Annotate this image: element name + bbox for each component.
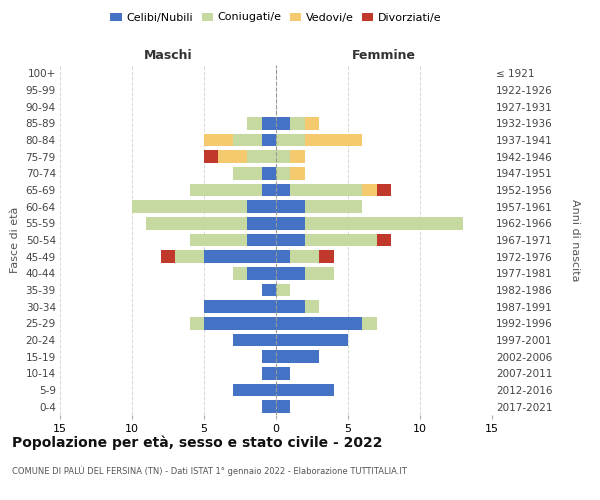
Bar — [190, 184, 262, 196]
Bar — [276, 400, 290, 413]
Bar — [276, 200, 305, 213]
Bar — [276, 167, 290, 179]
Bar — [276, 134, 305, 146]
Bar — [247, 200, 276, 213]
Bar — [276, 184, 290, 196]
Bar — [262, 167, 276, 179]
Bar — [276, 250, 290, 263]
Bar — [247, 267, 276, 280]
Bar — [262, 184, 276, 196]
Bar — [290, 184, 362, 196]
Y-axis label: Anni di nascita: Anni di nascita — [569, 198, 580, 281]
Bar — [276, 267, 305, 280]
Bar — [233, 267, 247, 280]
Bar — [319, 250, 334, 263]
Bar — [290, 117, 305, 130]
Bar — [262, 284, 276, 296]
Bar — [305, 200, 362, 213]
Bar — [262, 134, 276, 146]
Bar — [290, 150, 305, 163]
Bar — [276, 367, 290, 380]
Y-axis label: Fasce di età: Fasce di età — [10, 207, 20, 273]
Bar — [362, 317, 377, 330]
Bar — [276, 317, 362, 330]
Bar — [262, 350, 276, 363]
Bar — [305, 134, 362, 146]
Bar — [247, 150, 276, 163]
Text: COMUNE DI PALÙ DEL FERSINA (TN) - Dati ISTAT 1° gennaio 2022 - Elaborazione TUTT: COMUNE DI PALÙ DEL FERSINA (TN) - Dati I… — [12, 465, 407, 475]
Bar — [262, 367, 276, 380]
Bar — [276, 284, 290, 296]
Bar — [204, 300, 276, 313]
Bar — [305, 217, 463, 230]
Bar — [377, 234, 391, 246]
Bar — [190, 317, 204, 330]
Bar — [377, 184, 391, 196]
Bar — [305, 117, 319, 130]
Bar — [276, 300, 305, 313]
Bar — [290, 167, 305, 179]
Bar — [233, 134, 262, 146]
Bar — [218, 150, 247, 163]
Bar — [276, 234, 305, 246]
Bar — [204, 134, 233, 146]
Bar — [305, 234, 377, 246]
Bar — [132, 200, 247, 213]
Bar — [247, 217, 276, 230]
Text: Femmine: Femmine — [352, 48, 416, 62]
Bar — [305, 300, 319, 313]
Bar — [276, 217, 305, 230]
Bar — [276, 384, 334, 396]
Bar — [233, 384, 276, 396]
Bar — [190, 234, 247, 246]
Bar — [290, 250, 319, 263]
Bar — [233, 334, 276, 346]
Bar — [204, 317, 276, 330]
Bar — [362, 184, 377, 196]
Legend: Celibi/Nubili, Coniugati/e, Vedovi/e, Divorziati/e: Celibi/Nubili, Coniugati/e, Vedovi/e, Di… — [106, 8, 446, 27]
Bar — [276, 334, 348, 346]
Bar — [204, 150, 218, 163]
Text: Maschi: Maschi — [143, 48, 193, 62]
Bar — [276, 150, 290, 163]
Bar — [262, 117, 276, 130]
Bar — [233, 167, 262, 179]
Text: Popolazione per età, sesso e stato civile - 2022: Popolazione per età, sesso e stato civil… — [12, 435, 383, 450]
Bar — [247, 117, 262, 130]
Bar — [161, 250, 175, 263]
Bar — [276, 350, 319, 363]
Bar — [262, 400, 276, 413]
Bar — [276, 117, 290, 130]
Bar — [175, 250, 204, 263]
Bar — [204, 250, 276, 263]
Bar — [247, 234, 276, 246]
Bar — [146, 217, 247, 230]
Bar — [305, 267, 334, 280]
